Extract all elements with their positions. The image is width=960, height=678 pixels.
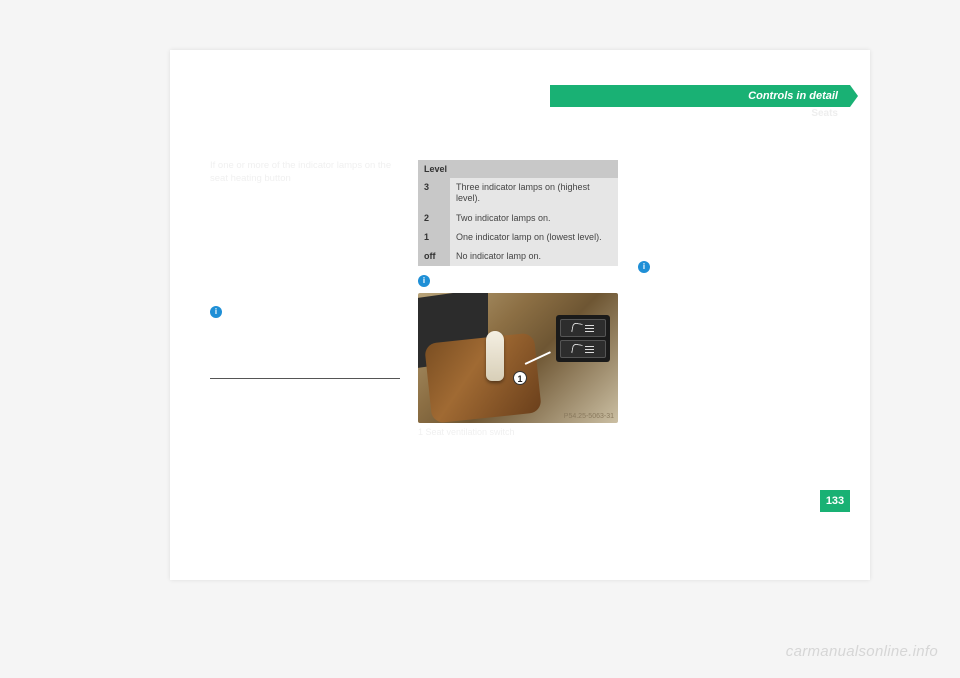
body-text (210, 318, 400, 331)
seat-icon (571, 322, 583, 334)
seat-icon (571, 343, 583, 355)
level-key: 1 (418, 228, 450, 247)
level-val: No indicator lamp on. (450, 247, 618, 266)
info-icon: i (638, 261, 650, 273)
watermark: carmanualsonline.info (786, 643, 938, 660)
column-left: If one or more of the indicator lamps on… (210, 160, 400, 404)
info-note: i (210, 305, 400, 318)
body-text (210, 248, 400, 261)
info-icon: i (418, 275, 430, 287)
body-text (638, 166, 838, 179)
body-text (210, 210, 400, 223)
table-row: 3 Three indicator lamps on (highest leve… (418, 178, 618, 209)
body-text (210, 355, 400, 368)
column-right: i (638, 160, 838, 273)
divider (210, 378, 400, 379)
table-row: 1 One indicator lamp on (lowest level). (418, 228, 618, 247)
body-text (210, 385, 400, 398)
level-key: off (418, 247, 450, 266)
body-text (210, 229, 400, 242)
body-text (638, 185, 838, 198)
body-text: If one or more of the indicator lamps on… (210, 160, 400, 186)
seat-ventilation-switch-lower (560, 340, 606, 358)
photo-switch-callout (556, 315, 610, 362)
info-note: i (418, 274, 618, 287)
body-text (210, 267, 400, 280)
body-text (638, 222, 838, 235)
level-val: Two indicator lamps on. (450, 209, 618, 228)
level-val: One indicator lamp on (lowest level). (450, 228, 618, 247)
info-icon: i (210, 306, 222, 318)
level-val: Three indicator lamps on (highest level)… (450, 178, 618, 209)
section-title: Controls in detail (748, 90, 838, 102)
manual-page: Controls in detail Seats If one or more … (170, 50, 870, 580)
level-key: 3 (418, 178, 450, 209)
level-key: 2 (418, 209, 450, 228)
table-header-row: Level (418, 160, 618, 178)
level-bars-icon (585, 346, 594, 354)
page-number-badge: 133 (820, 490, 850, 512)
photo-gear-shifter (486, 331, 504, 381)
body-text (210, 286, 400, 299)
body-text (638, 241, 838, 254)
level-bars-icon (585, 325, 594, 333)
column-middle: Level 3 Three indicator lamps on (highes… (418, 160, 618, 437)
photo-reference: P54.25-5063-31 (564, 413, 614, 420)
table-row: 2 Two indicator lamps on. (418, 209, 618, 228)
section-subtitle: Seats (550, 108, 850, 119)
body-text (210, 336, 400, 349)
section-header-bar: Controls in detail (550, 85, 850, 107)
table-row: off No indicator lamp on. (418, 247, 618, 266)
level-table: Level 3 Three indicator lamps on (highes… (418, 160, 618, 266)
interior-photo: 1 P54.25-5063-31 (418, 293, 618, 423)
info-note: i (638, 260, 838, 273)
table-header: Level (418, 160, 618, 178)
photo-caption: 1 Seat ventilation switch (418, 427, 618, 437)
seat-ventilation-switch-upper (560, 319, 606, 337)
body-text (638, 204, 838, 217)
body-text (210, 192, 400, 205)
